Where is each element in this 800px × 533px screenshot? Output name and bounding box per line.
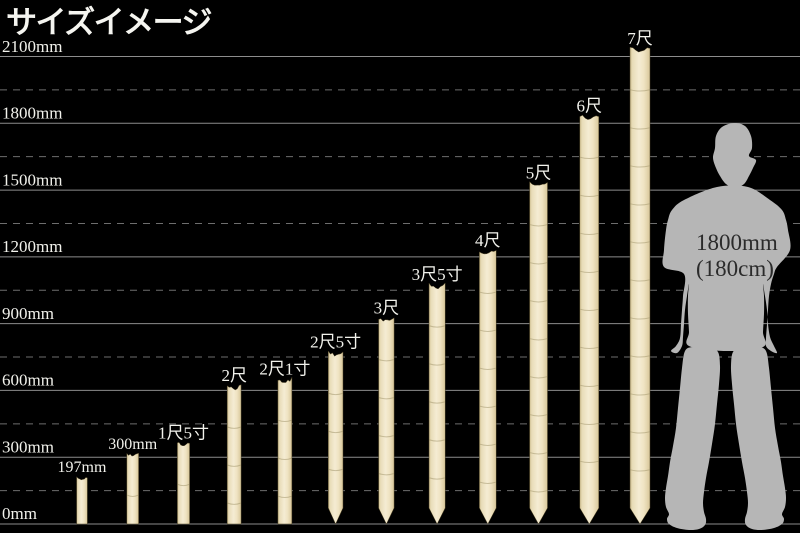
svg-text:1500mm: 1500mm	[2, 170, 62, 189]
svg-text:(180cm): (180cm)	[696, 256, 774, 281]
svg-text:7尺: 7尺	[627, 29, 653, 48]
svg-text:1800mm: 1800mm	[696, 230, 778, 255]
svg-text:0mm: 0mm	[2, 504, 37, 523]
svg-text:197mm: 197mm	[58, 459, 107, 476]
svg-text:1尺5寸: 1尺5寸	[158, 423, 209, 442]
svg-text:2尺: 2尺	[221, 366, 247, 385]
svg-text:3尺5寸: 3尺5寸	[412, 265, 463, 284]
svg-text:300mm: 300mm	[2, 438, 54, 457]
svg-text:600mm: 600mm	[2, 371, 54, 390]
svg-text:4尺: 4尺	[475, 231, 501, 250]
svg-text:1200mm: 1200mm	[2, 237, 62, 256]
svg-text:900mm: 900mm	[2, 304, 54, 323]
svg-text:300mm: 300mm	[108, 436, 157, 453]
svg-text:3尺: 3尺	[374, 299, 400, 318]
svg-text:2尺5寸: 2尺5寸	[310, 332, 361, 351]
svg-text:5尺: 5尺	[526, 164, 552, 183]
svg-text:1800mm: 1800mm	[2, 104, 62, 123]
svg-text:6尺: 6尺	[577, 96, 603, 115]
svg-text:2尺1寸: 2尺1寸	[259, 359, 310, 378]
